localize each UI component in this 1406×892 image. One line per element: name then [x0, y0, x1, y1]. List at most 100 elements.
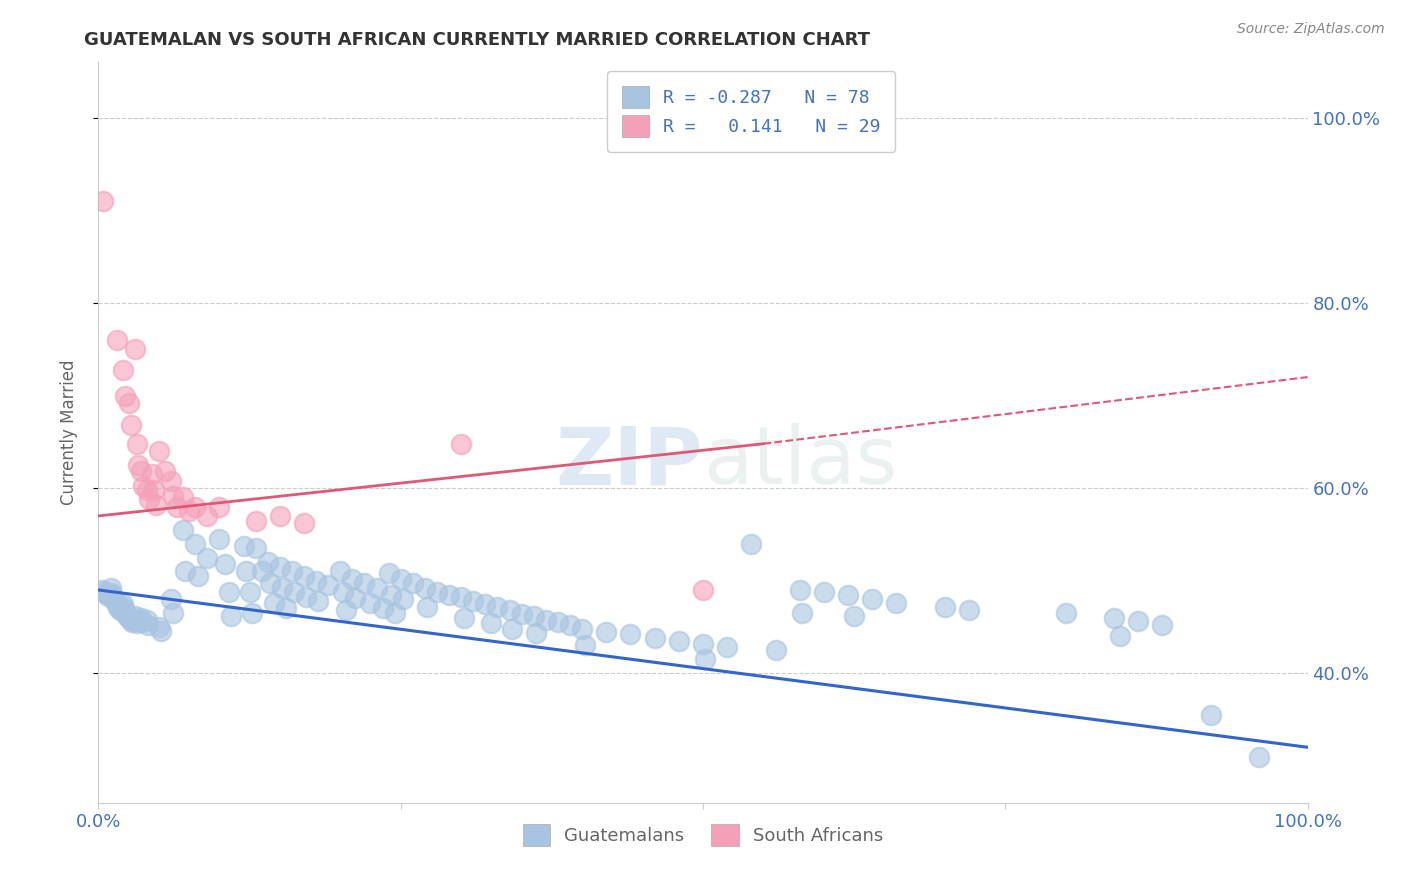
- Point: [1249, 749, 1271, 764]
- Point: [453, 610, 475, 624]
- Point: [104, 594, 127, 608]
- Point: [103, 592, 125, 607]
- Point: [335, 603, 357, 617]
- Point: [174, 565, 197, 579]
- Point: [342, 572, 364, 586]
- Point: [450, 591, 472, 605]
- Point: [143, 483, 166, 497]
- Point: [117, 608, 139, 623]
- Point: [105, 333, 128, 347]
- Point: [1054, 606, 1077, 620]
- Point: [844, 608, 866, 623]
- Point: [105, 598, 128, 612]
- Point: [380, 588, 402, 602]
- Point: [353, 575, 375, 590]
- Point: [100, 585, 122, 599]
- Point: [619, 627, 641, 641]
- Point: [218, 584, 240, 599]
- Point: [114, 605, 136, 619]
- Point: [934, 599, 956, 614]
- Point: [269, 508, 291, 523]
- Point: [240, 606, 263, 620]
- Point: [271, 581, 294, 595]
- Point: [208, 532, 231, 546]
- Point: [114, 389, 136, 403]
- Point: [740, 536, 762, 550]
- Point: [474, 597, 496, 611]
- Point: [332, 584, 354, 599]
- Point: [162, 606, 184, 620]
- Point: [148, 620, 170, 634]
- Point: [184, 536, 207, 550]
- Point: [384, 606, 406, 620]
- Point: [263, 596, 285, 610]
- Point: [245, 541, 267, 556]
- Point: [329, 565, 352, 579]
- Point: [402, 575, 425, 590]
- Point: [283, 584, 305, 599]
- Point: [792, 606, 814, 620]
- Point: [172, 491, 194, 505]
- Point: [547, 615, 569, 630]
- Point: [886, 596, 908, 610]
- Point: [100, 589, 122, 603]
- Point: [523, 608, 546, 623]
- Point: [108, 601, 131, 615]
- Point: [108, 603, 131, 617]
- Point: [91, 582, 114, 597]
- Point: [524, 625, 547, 640]
- Point: [187, 569, 209, 583]
- Point: [360, 596, 382, 610]
- Point: [437, 588, 460, 602]
- Point: [463, 594, 485, 608]
- Point: [195, 550, 218, 565]
- Point: [668, 633, 690, 648]
- Point: [316, 578, 339, 592]
- Point: [124, 608, 146, 623]
- Point: [256, 555, 278, 569]
- Point: [486, 599, 509, 614]
- Point: [571, 622, 593, 636]
- Point: [93, 584, 115, 599]
- Point: [498, 603, 520, 617]
- Point: [141, 467, 163, 482]
- Point: [91, 194, 114, 209]
- Point: [860, 592, 883, 607]
- Point: [160, 474, 183, 488]
- Point: [115, 607, 138, 621]
- Point: [295, 591, 318, 605]
- Point: [162, 489, 184, 503]
- Point: [281, 565, 304, 579]
- Point: [118, 396, 141, 410]
- Text: atlas: atlas: [703, 423, 897, 501]
- Point: [97, 590, 120, 604]
- Point: [957, 603, 980, 617]
- Point: [481, 616, 503, 631]
- Point: [166, 500, 188, 514]
- Point: [274, 601, 297, 615]
- Point: [534, 613, 557, 627]
- Point: [1128, 615, 1150, 629]
- Point: [127, 458, 149, 472]
- Point: [789, 582, 811, 597]
- Point: [148, 444, 170, 458]
- Text: GUATEMALAN VS SOUTH AFRICAN CURRENTLY MARRIED CORRELATION CHART: GUATEMALAN VS SOUTH AFRICAN CURRENTLY MA…: [84, 31, 870, 49]
- Point: [413, 581, 436, 595]
- Point: [160, 592, 183, 607]
- Point: [392, 592, 415, 607]
- Point: [129, 465, 152, 479]
- Point: [145, 498, 167, 512]
- Point: [250, 565, 273, 579]
- Point: [195, 508, 218, 523]
- Point: [112, 602, 135, 616]
- Point: [120, 418, 142, 433]
- Point: [1199, 707, 1222, 722]
- Point: [111, 599, 134, 614]
- Point: [127, 436, 149, 450]
- Point: [105, 596, 128, 610]
- Point: [179, 504, 201, 518]
- Point: [245, 514, 267, 528]
- Text: Source: ZipAtlas.com: Source: ZipAtlas.com: [1237, 22, 1385, 37]
- Point: [558, 618, 581, 632]
- Point: [135, 483, 157, 497]
